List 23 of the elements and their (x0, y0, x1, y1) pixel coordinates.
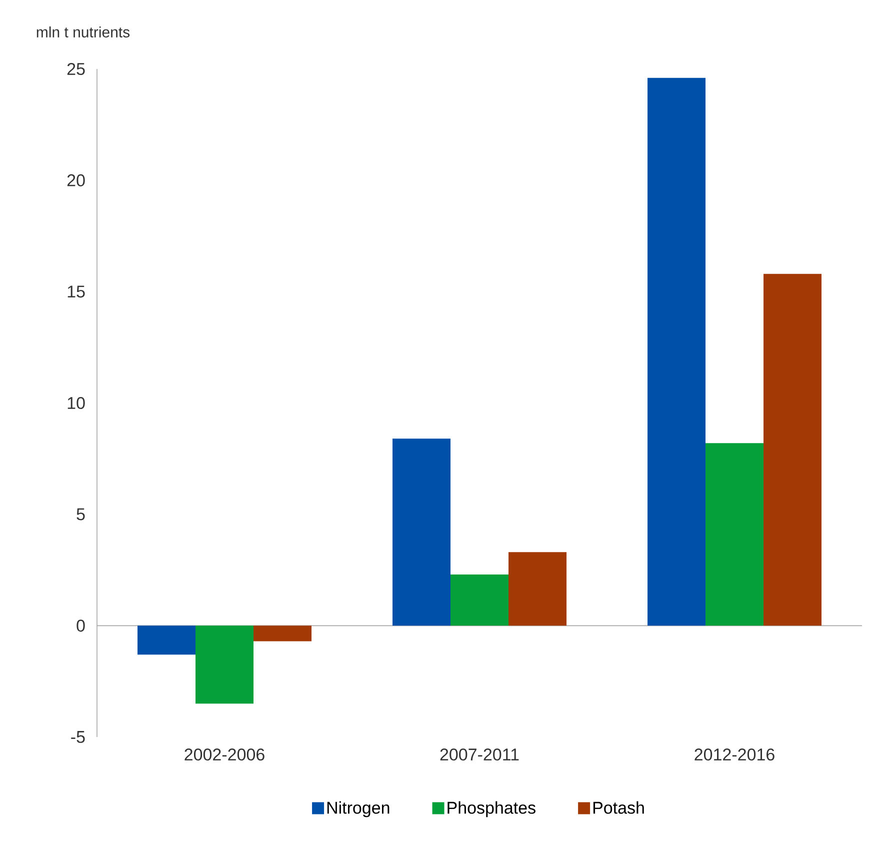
legend-label: Potash (593, 801, 644, 814)
bar (508, 552, 567, 626)
bar (648, 78, 706, 626)
x-tick-label: 2002-2006 (184, 748, 264, 761)
legend-label: Nitrogen (327, 801, 390, 818)
y-tick-label: 20 (67, 174, 85, 186)
y-tick-label: 25 (67, 62, 85, 76)
bar (254, 626, 312, 642)
bar (764, 274, 822, 626)
bar (196, 626, 254, 704)
y-tick-label: 10 (68, 396, 85, 410)
legend-label: Phosphates (448, 801, 536, 818)
y-tick-label: -5 (71, 731, 85, 743)
y-tick-label: 15 (68, 286, 85, 298)
bar (392, 438, 451, 626)
bar (138, 626, 196, 655)
y-axis-title: mln t nutrients (36, 26, 130, 38)
bar (706, 443, 764, 626)
y-tick-label: 5 (76, 508, 85, 520)
x-tick-label: 2012-2016 (694, 748, 774, 761)
y-tick-label: 0 (76, 620, 85, 632)
bar (450, 574, 509, 626)
x-tick-label: 2007-2011 (440, 748, 519, 761)
